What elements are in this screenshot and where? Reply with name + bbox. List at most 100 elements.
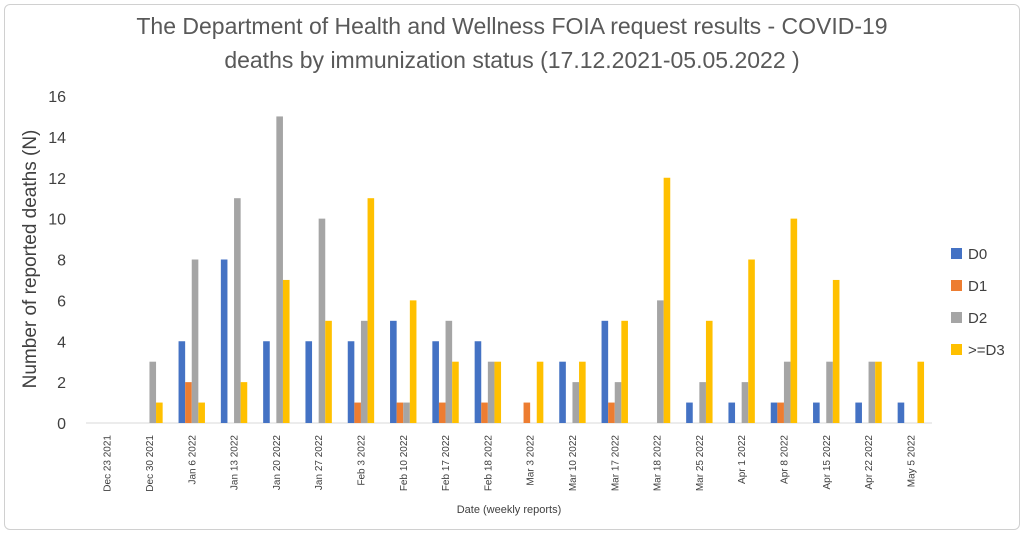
y-tick-label: 6 bbox=[57, 293, 66, 310]
x-tick-label: Feb 3 2022 bbox=[356, 435, 367, 486]
y-tick-label: 10 bbox=[48, 212, 66, 229]
x-tick-label: Apr 1 2022 bbox=[737, 435, 748, 484]
bar-d2 bbox=[487, 361, 495, 423]
bar-d0 bbox=[813, 402, 820, 423]
x-axis-label: Date (weekly reports) bbox=[457, 504, 562, 516]
bar-d0 bbox=[601, 320, 609, 423]
bar-d2 bbox=[741, 382, 749, 424]
bar-d3 bbox=[282, 279, 290, 423]
y-tick-label: 14 bbox=[48, 130, 66, 147]
x-tick-label: May 5 2022 bbox=[906, 435, 917, 488]
bar-d2 bbox=[149, 361, 157, 423]
legend-swatch bbox=[951, 248, 962, 259]
legend-swatch bbox=[951, 344, 962, 355]
legend: D0 D1 D2 >=D3 bbox=[951, 246, 1005, 359]
bar-d3 bbox=[367, 198, 375, 423]
x-tick-label: Feb 10 2022 bbox=[399, 435, 410, 492]
bar-d0 bbox=[432, 341, 439, 423]
bar-d3 bbox=[198, 402, 205, 423]
y-tick-label: 12 bbox=[48, 171, 66, 188]
bar-d0 bbox=[855, 402, 862, 423]
bar-d2 bbox=[826, 361, 833, 423]
x-tick-label: Jan 13 2022 bbox=[230, 435, 241, 490]
bar-d0 bbox=[263, 341, 270, 423]
bar-d0 bbox=[305, 341, 313, 423]
y-tick-label: 8 bbox=[57, 253, 66, 270]
chart-title-line-1: The Department of Health and Wellness FO… bbox=[136, 13, 887, 39]
bar-d3 bbox=[917, 361, 925, 423]
bar-d3 bbox=[494, 361, 502, 423]
bar-d2 bbox=[445, 320, 453, 423]
x-tick-label: Mar 10 2022 bbox=[568, 435, 579, 492]
x-tick-label: Mar 3 2022 bbox=[526, 435, 537, 486]
bar-d1 bbox=[608, 402, 615, 423]
x-tick-label: Apr 8 2022 bbox=[779, 435, 790, 484]
bar-d3 bbox=[875, 361, 882, 423]
y-tick-label: 0 bbox=[57, 416, 66, 433]
bar-d0 bbox=[220, 259, 228, 423]
bar-d0 bbox=[474, 341, 482, 423]
bar-d1 bbox=[481, 402, 488, 423]
bar-d3 bbox=[790, 218, 798, 424]
bar-d1 bbox=[185, 382, 192, 424]
bar-d2 bbox=[276, 116, 283, 423]
bar-d0 bbox=[178, 341, 186, 423]
x-tick-label: Dec 30 2021 bbox=[145, 435, 156, 492]
bar-d1 bbox=[777, 402, 784, 423]
x-tick-label: Feb 18 2022 bbox=[483, 435, 494, 492]
chart-title-line-2: deaths by immunization status (17.12.202… bbox=[224, 47, 799, 73]
bar-d3 bbox=[663, 177, 671, 423]
bar-d0 bbox=[770, 402, 778, 423]
legend-label: D0 bbox=[968, 246, 987, 263]
legend-swatch bbox=[951, 280, 962, 291]
bar-d1 bbox=[523, 402, 531, 423]
x-tick-label: Mar 17 2022 bbox=[610, 435, 621, 492]
legend-label: D1 bbox=[968, 278, 987, 295]
bar-d3 bbox=[621, 320, 628, 423]
bar-d2 bbox=[234, 198, 241, 423]
bar-d0 bbox=[390, 320, 397, 423]
bar-d2 bbox=[318, 218, 326, 424]
x-tick-label: Dec 23 2021 bbox=[103, 435, 114, 492]
legend-swatch bbox=[951, 312, 962, 323]
bar-d2 bbox=[403, 402, 410, 423]
bar-d0 bbox=[897, 402, 905, 423]
bar-d1 bbox=[354, 402, 361, 423]
x-tick-label: Feb 17 2022 bbox=[441, 435, 452, 492]
bar-d1 bbox=[396, 402, 404, 423]
bar-d2 bbox=[572, 382, 580, 424]
bar-d3 bbox=[156, 402, 163, 423]
bar-d3 bbox=[832, 279, 840, 423]
bar-d3 bbox=[705, 320, 713, 423]
legend-label: >=D3 bbox=[968, 342, 1005, 359]
y-tick-label: 4 bbox=[57, 334, 66, 351]
bar-d3 bbox=[748, 259, 755, 423]
bar-d0 bbox=[686, 402, 693, 423]
chart-frame bbox=[4, 4, 1020, 530]
bar-d0 bbox=[559, 361, 566, 423]
legend-label: D2 bbox=[968, 310, 987, 327]
x-tick-label: Apr 15 2022 bbox=[822, 435, 833, 490]
plot-area: 0 2 4 6 8 10 12 14 16 Dec 23 2021 Dec 30 2021 Jan 6… bbox=[48, 89, 932, 492]
x-tick-label: Jan 20 2022 bbox=[272, 435, 283, 490]
bar-d3 bbox=[325, 320, 332, 423]
y-tick-label: 16 bbox=[48, 89, 66, 106]
bar-d2 bbox=[783, 361, 791, 423]
y-tick-label: 2 bbox=[57, 375, 66, 392]
x-tick-label: Mar 18 2022 bbox=[653, 435, 664, 492]
bar-d0 bbox=[347, 341, 355, 423]
x-tick-label: Jan 27 2022 bbox=[314, 435, 325, 490]
x-tick-label: Apr 22 2022 bbox=[864, 435, 875, 490]
x-tick-label: Mar 25 2022 bbox=[695, 435, 706, 492]
bar-d2 bbox=[868, 361, 876, 423]
bar-d2 bbox=[191, 259, 199, 423]
bar-d2 bbox=[614, 382, 622, 424]
bar-d2 bbox=[657, 300, 664, 424]
y-axis-label: Number of reported deaths (N) bbox=[20, 130, 41, 389]
bar-d3 bbox=[579, 361, 586, 423]
x-tick-label: Jan 6 2022 bbox=[187, 435, 198, 485]
bar-d3 bbox=[452, 361, 459, 423]
bar-d3 bbox=[240, 382, 248, 424]
bar-d2 bbox=[699, 382, 706, 424]
